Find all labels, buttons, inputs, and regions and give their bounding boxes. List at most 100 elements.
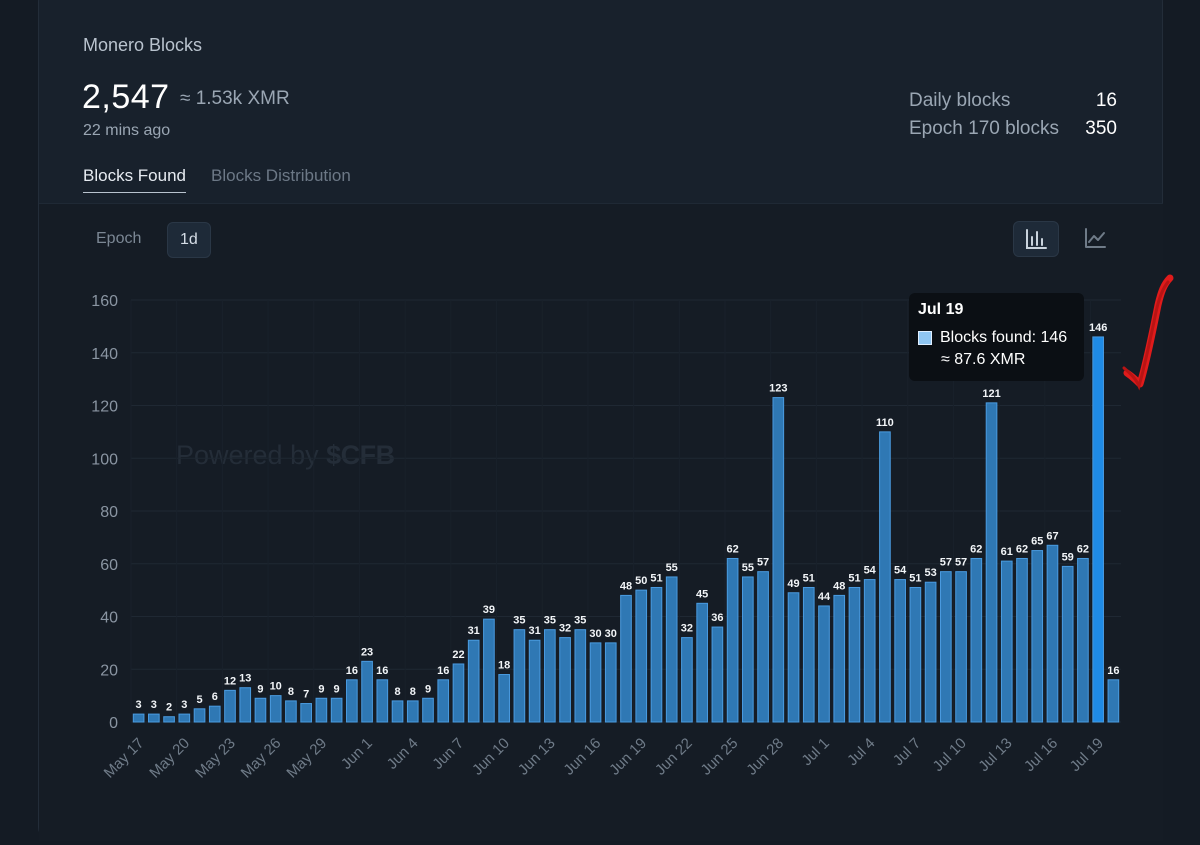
bar[interactable] [1046, 544, 1059, 723]
bar-value-label: 22 [452, 649, 464, 661]
period-1d-button[interactable]: 1d [167, 222, 211, 258]
bar-value-label: 67 [1046, 530, 1058, 542]
y-tick-label: 20 [100, 662, 118, 679]
bar[interactable] [1016, 557, 1028, 723]
bar[interactable] [346, 679, 358, 723]
epoch-blocks-label: Epoch 170 blocks [909, 118, 1059, 139]
bar[interactable] [254, 697, 267, 723]
bar-value-label: 9 [425, 683, 431, 695]
bar[interactable] [909, 586, 922, 723]
bar[interactable] [665, 576, 678, 723]
bar[interactable] [635, 589, 648, 723]
bar[interactable] [711, 626, 724, 723]
bar[interactable] [589, 642, 602, 723]
bar[interactable] [269, 695, 282, 723]
bar[interactable] [1092, 336, 1104, 723]
x-tick-label: Jun 1 [338, 735, 376, 773]
bar[interactable] [178, 713, 191, 723]
bar[interactable] [285, 700, 297, 723]
bar[interactable] [193, 708, 206, 723]
bar[interactable] [985, 402, 998, 723]
bar[interactable] [437, 679, 450, 723]
bar[interactable] [559, 637, 571, 723]
bar[interactable] [376, 679, 389, 723]
bar[interactable] [483, 618, 495, 723]
bar-value-label: 39 [483, 604, 495, 616]
tooltip-date: Jul 19 [918, 301, 964, 318]
bar-chart-view-button[interactable] [1013, 221, 1059, 257]
x-tick-label: Jun 4 [384, 735, 422, 773]
bar[interactable] [315, 697, 328, 723]
bar[interactable] [132, 713, 145, 723]
bar[interactable] [863, 579, 876, 723]
bar[interactable] [879, 431, 891, 723]
bar-value-label: 3 [136, 699, 142, 711]
bar[interactable] [1031, 550, 1044, 723]
x-tick-label: Jul 7 [890, 735, 924, 769]
bar[interactable] [498, 674, 510, 723]
bar[interactable] [650, 586, 663, 723]
bar[interactable] [391, 700, 404, 723]
bar[interactable] [757, 571, 769, 723]
bar[interactable] [955, 571, 967, 723]
bar[interactable] [924, 581, 937, 723]
bar[interactable] [513, 629, 526, 723]
bar[interactable] [452, 663, 465, 723]
bar[interactable] [787, 592, 800, 723]
bar-series [132, 336, 1120, 723]
bar[interactable] [940, 571, 952, 723]
bar[interactable] [544, 629, 556, 723]
tab-blocks-distribution[interactable]: Blocks Distribution [211, 166, 351, 185]
bar[interactable] [894, 579, 906, 723]
bar[interactable] [148, 713, 160, 723]
x-tick-label: Jun 7 [429, 735, 467, 773]
x-tick-label: Jun 13 [515, 735, 559, 779]
bar[interactable] [163, 716, 175, 723]
bar[interactable] [422, 697, 434, 723]
bar[interactable] [467, 639, 480, 723]
bar-value-label: 50 [635, 575, 647, 587]
y-tick-label: 160 [91, 293, 118, 310]
bar[interactable] [239, 687, 252, 723]
bar[interactable] [208, 705, 221, 723]
bar-value-label: 121 [982, 388, 1000, 400]
bar-value-label: 57 [757, 557, 769, 569]
bar[interactable] [1000, 560, 1013, 723]
bar-value-label: 8 [288, 686, 294, 698]
line-chart-view-button[interactable] [1073, 221, 1119, 257]
bar[interactable] [604, 642, 617, 723]
bar[interactable] [772, 397, 785, 723]
bar-value-label: 53 [924, 567, 936, 579]
bar[interactable] [742, 576, 754, 723]
y-tick-label: 100 [91, 451, 118, 468]
bar[interactable] [696, 602, 708, 723]
bar[interactable] [818, 605, 830, 723]
bar[interactable] [833, 594, 846, 723]
x-tick-label: Jul 4 [844, 735, 878, 769]
bar[interactable] [726, 557, 739, 723]
bar[interactable] [1107, 679, 1120, 723]
y-tick-label: 40 [100, 610, 118, 627]
bar[interactable] [224, 689, 236, 723]
bar[interactable] [1061, 565, 1074, 723]
bar[interactable] [970, 557, 983, 723]
bar-value-label: 2 [166, 702, 172, 714]
bar[interactable] [406, 700, 419, 723]
bar[interactable] [574, 629, 587, 723]
bar-value-label: 48 [620, 580, 632, 592]
bar[interactable] [361, 660, 373, 723]
bar-value-label: 49 [787, 578, 799, 590]
y-axis: 0 20 40 60 80 100 120 140 160 [91, 293, 118, 732]
bar[interactable] [620, 594, 632, 723]
bar[interactable] [300, 703, 312, 723]
tab-blocks-found[interactable]: Blocks Found [83, 166, 186, 193]
bar[interactable] [528, 639, 541, 723]
bar[interactable] [802, 586, 815, 723]
bar-value-label: 18 [498, 660, 510, 672]
bar-value-label: 62 [726, 543, 738, 555]
bar[interactable] [848, 586, 861, 723]
period-epoch-button[interactable]: Epoch [96, 230, 142, 247]
bar[interactable] [330, 697, 343, 723]
bar[interactable] [681, 637, 693, 723]
bar[interactable] [1077, 557, 1089, 723]
